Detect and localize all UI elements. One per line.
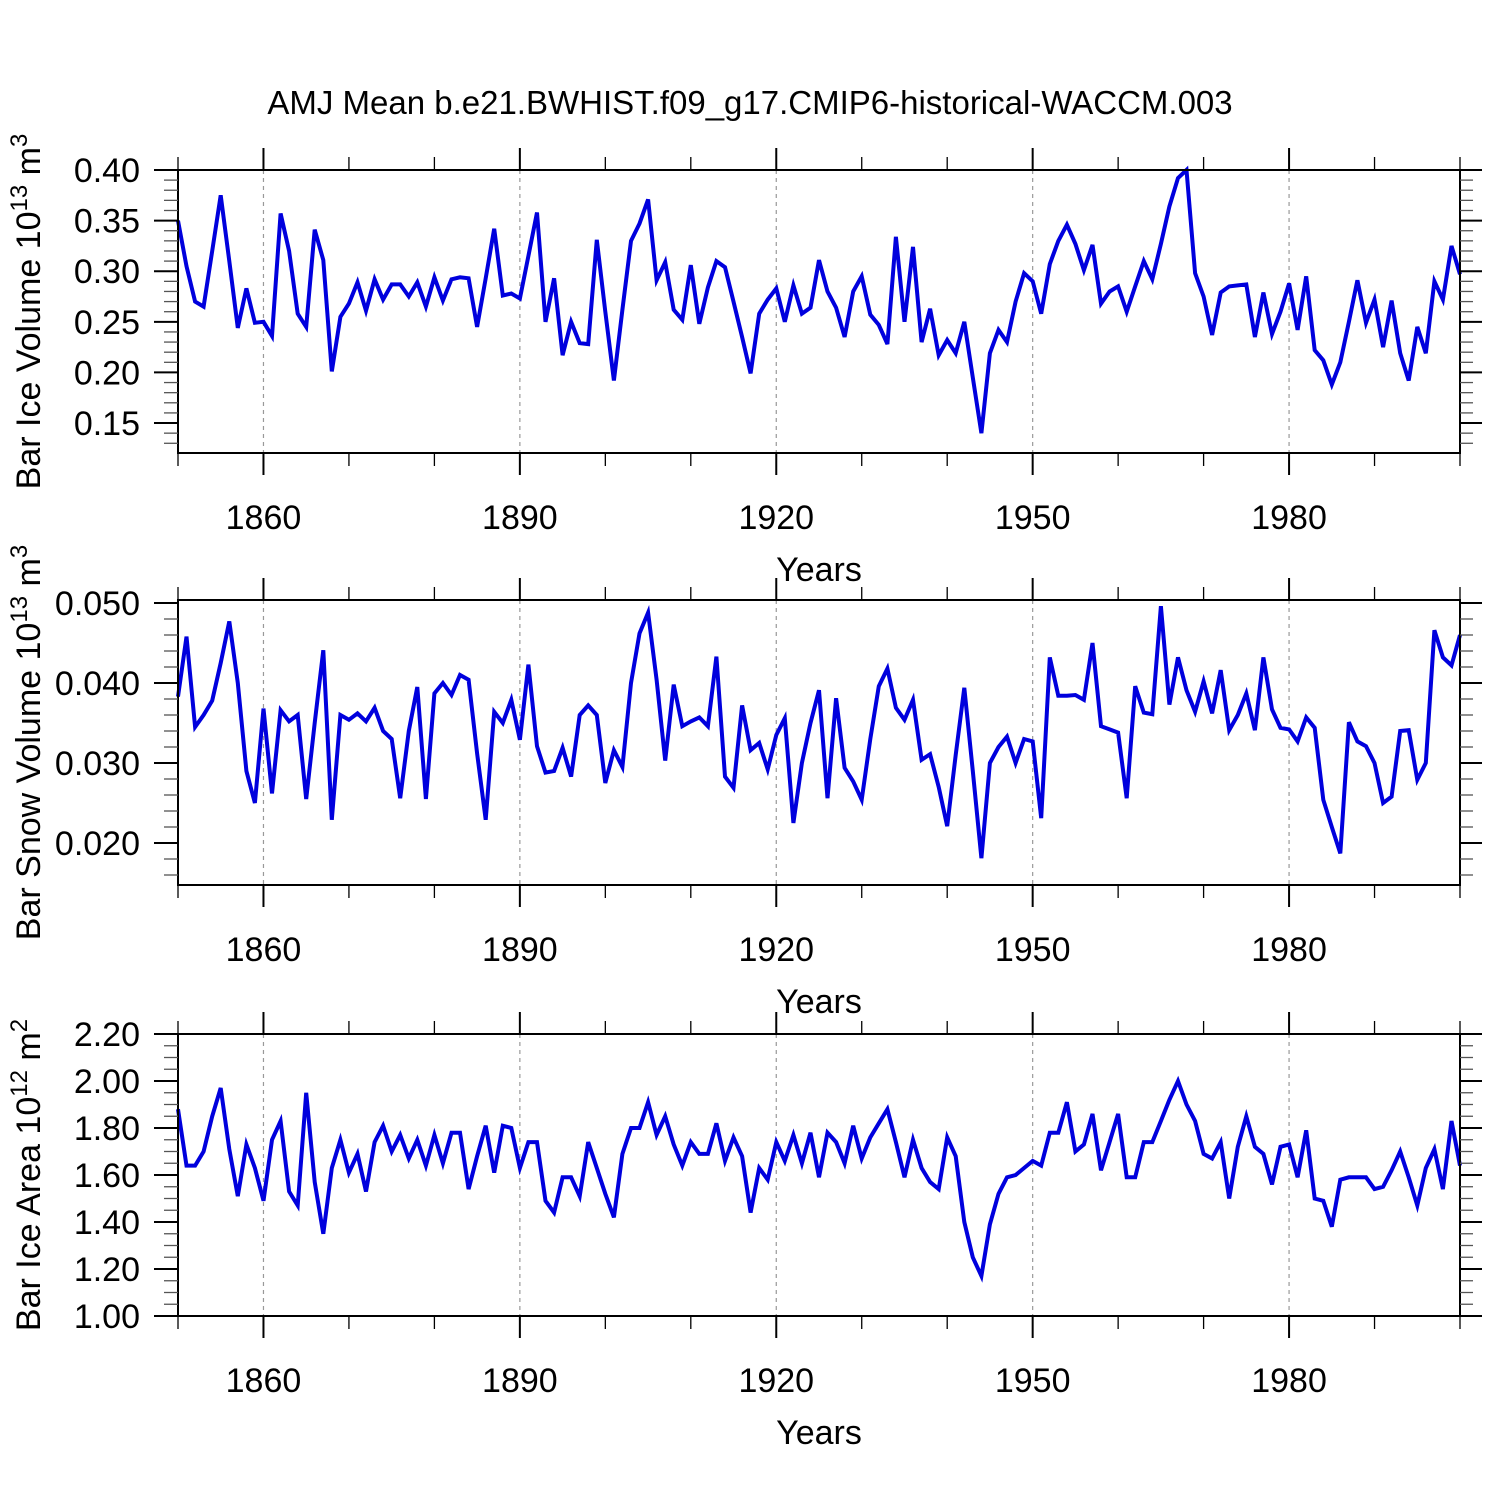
- y-tick-label: 1.20: [74, 1251, 140, 1289]
- x-tick-label: 1890: [482, 931, 558, 969]
- x-tick-label: 1920: [738, 1362, 814, 1400]
- y-tick-label: 0.30: [74, 253, 140, 291]
- x-tick-label: 1890: [482, 1362, 558, 1400]
- x-tick-label: 1890: [482, 499, 558, 537]
- y-tick-label: 2.00: [74, 1063, 140, 1101]
- axis-ticks: [154, 1012, 1482, 1338]
- y-axis-title: Bar Ice Volume 1013 m3: [6, 134, 48, 490]
- x-tick-label: 1980: [1251, 931, 1327, 969]
- y-tick-label: 0.040: [55, 665, 140, 703]
- y-tick-label: 0.20: [74, 354, 140, 392]
- gridlines: [262, 1034, 1290, 1316]
- y-tick-label: 0.050: [55, 585, 140, 623]
- x-tick-label: 1920: [738, 931, 814, 969]
- x-tick-label: 1980: [1251, 1362, 1327, 1400]
- bar-snow-volume-frame: [177, 599, 1461, 886]
- axis-ticks: [154, 148, 1482, 475]
- y-tick-label: 0.25: [74, 304, 140, 342]
- y-tick-label: 1.60: [74, 1157, 140, 1195]
- bar-ice-volume-panel: 0.40 0.35 0.30 0.25 0.20 0.15 1860 1890 1920 1950…: [6, 134, 1482, 589]
- y-axis-title: Bar Ice Area 1012 m2: [6, 1019, 48, 1331]
- y-tick-label: 0.15: [74, 405, 140, 443]
- bar-snow-volume-panel: 0.050 0.040 0.030 0.020 1860 1890 1920 1950 1980…: [6, 545, 1482, 1021]
- x-axis-title: Years: [776, 551, 862, 589]
- y-tick-label: 2.20: [74, 1016, 140, 1054]
- y-tick-label: 0.40: [74, 152, 140, 190]
- y-tick-label: 1.80: [74, 1110, 140, 1148]
- x-tick-label: 1860: [226, 1362, 302, 1400]
- page-title: AMJ Mean b.e21.BWHIST.f09_g17.CMIP6-hist…: [267, 84, 1233, 121]
- y-tick-label: 0.35: [74, 203, 140, 241]
- bar-ice-volume-line: [176, 165, 1462, 434]
- x-tick-label: 1980: [1251, 499, 1327, 537]
- bar-ice-area-panel: 2.20 2.00 1.80 1.60 1.40 1.20 1.00 1860 1890 1920…: [6, 1012, 1482, 1452]
- x-axis-title: Years: [776, 983, 862, 1021]
- x-tick-label: 1860: [226, 499, 302, 537]
- bar-ice-area-line: [176, 1075, 1462, 1283]
- y-tick-label: 0.030: [55, 745, 140, 783]
- y-tick-label: 1.40: [74, 1204, 140, 1242]
- x-tick-label: 1950: [995, 499, 1071, 537]
- y-tick-label: 0.020: [55, 825, 140, 863]
- bar-snow-volume-line: [176, 604, 1462, 859]
- axis-ticks: [154, 578, 1482, 907]
- y-tick-label: 1.00: [74, 1298, 140, 1336]
- x-tick-label: 1950: [995, 931, 1071, 969]
- x-tick-label: 1920: [738, 499, 814, 537]
- gridlines: [262, 170, 1290, 453]
- x-axis-title: Years: [776, 1414, 862, 1452]
- x-tick-label: 1860: [226, 931, 302, 969]
- y-axis-title: Bar Snow Volume 1013 m3: [6, 545, 48, 940]
- x-tick-label: 1950: [995, 1362, 1071, 1400]
